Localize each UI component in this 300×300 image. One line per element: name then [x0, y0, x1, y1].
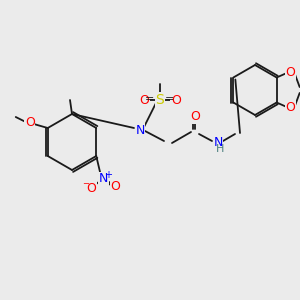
Text: +: + [104, 170, 112, 180]
Text: O: O [286, 66, 296, 79]
Text: O: O [190, 110, 200, 124]
Text: N: N [213, 136, 223, 148]
Text: O: O [139, 94, 149, 106]
Text: O: O [286, 101, 296, 114]
Text: N: N [135, 124, 145, 136]
Text: O: O [110, 181, 120, 194]
Text: O: O [86, 182, 96, 194]
Text: =: = [145, 94, 155, 104]
Text: =: = [165, 94, 175, 104]
Text: O: O [25, 116, 35, 130]
Text: S: S [156, 93, 164, 107]
Text: O: O [171, 94, 181, 106]
Text: H: H [216, 144, 224, 154]
Text: −: − [82, 179, 89, 188]
Text: N: N [99, 172, 108, 185]
